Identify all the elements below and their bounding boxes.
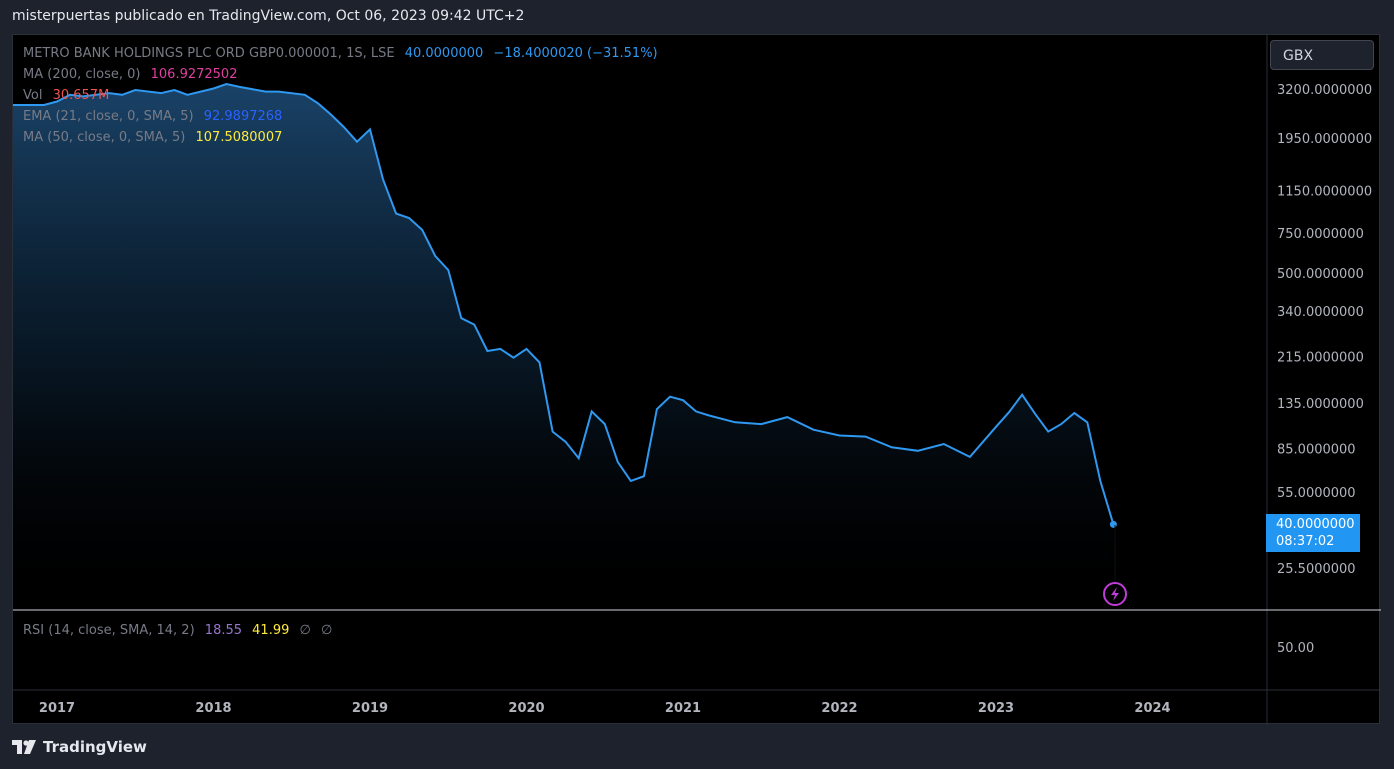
- last-price-value: 40.0000000: [1276, 517, 1355, 532]
- rsi-value: 18.55: [204, 623, 243, 638]
- rsi-null-1: ∅: [299, 623, 311, 638]
- currency-button[interactable]: GBX: [1270, 40, 1374, 70]
- legend-price: 40.0000000: [404, 46, 484, 61]
- legend-rsi-row: RSI (14, close, SMA, 14, 2) 18.55 41.99 …: [23, 623, 338, 638]
- bar-countdown: 08:37:02: [1276, 534, 1335, 549]
- rsi-axis[interactable]: 50.00: [1277, 641, 1314, 656]
- legend-ma50-row: MA (50, close, 0, SMA, 5) 107.5080007: [23, 130, 288, 145]
- year-tick-label: 2024: [1134, 701, 1170, 716]
- price-tick-label: 340.0000000: [1277, 305, 1364, 320]
- ema-label[interactable]: EMA (21, close, 0, SMA, 5): [23, 109, 194, 124]
- tradingview-logo-icon: [12, 740, 36, 754]
- legend-symbol-row: METRO BANK HOLDINGS PLC ORD GBP0.000001,…: [23, 46, 664, 61]
- symbol-name[interactable]: METRO BANK HOLDINGS PLC ORD GBP0.000001,…: [23, 46, 395, 61]
- price-tick-label: 85.0000000: [1277, 443, 1356, 458]
- price-line: [13, 82, 1115, 525]
- price-tick-label: 25.5000000: [1277, 562, 1356, 577]
- year-tick-label: 2018: [195, 701, 231, 716]
- legend-vol-row: Vol 30.657M: [23, 88, 115, 103]
- year-tick-label: 2019: [352, 701, 388, 716]
- ema-value: 92.9897268: [203, 109, 283, 124]
- year-tick-label: 2022: [821, 701, 857, 716]
- chart-panel[interactable]: 3200.0000000 1950.0000000 1150.0000000 750.…: [12, 34, 1381, 725]
- rsi-tick-label: 50.00: [1277, 641, 1314, 656]
- last-price-label: 40.0000000 08:37:02: [1266, 514, 1360, 552]
- time-axis[interactable]: 2017 2018 2019 2020 2021 2022 2023 2024: [39, 701, 1171, 716]
- lightning-icon[interactable]: [1103, 582, 1127, 606]
- year-tick-label: 2023: [978, 701, 1014, 716]
- legend-change: −18.4000020 (−31.51%): [493, 46, 658, 61]
- rsi-label[interactable]: RSI (14, close, SMA, 14, 2): [23, 623, 195, 638]
- vol-value: 30.657M: [52, 88, 110, 103]
- price-tick-label: 55.0000000: [1277, 486, 1356, 501]
- price-tick-label: 500.0000000: [1277, 267, 1364, 282]
- price-tick-label: 1950.0000000: [1277, 132, 1372, 147]
- price-tick-label: 750.0000000: [1277, 227, 1364, 242]
- chart-canvas[interactable]: 3200.0000000 1950.0000000 1150.0000000 750.…: [13, 35, 1381, 725]
- ma50-label[interactable]: MA (50, close, 0, SMA, 5): [23, 130, 186, 145]
- footer-brand: TradingView: [43, 738, 147, 756]
- year-tick-label: 2017: [39, 701, 75, 716]
- ma50-value: 107.5080007: [195, 130, 283, 145]
- price-axis[interactable]: 3200.0000000 1950.0000000 1150.0000000 750.…: [1277, 83, 1372, 577]
- legend-ma200-row: MA (200, close, 0) 106.9272502: [23, 67, 243, 82]
- rsi-ma-value: 41.99: [252, 623, 290, 638]
- price-tick-label: 3200.0000000: [1277, 83, 1372, 98]
- price-tick-label: 135.0000000: [1277, 397, 1364, 412]
- last-price-dot: [1109, 520, 1117, 528]
- price-tick-label: 215.0000000: [1277, 351, 1364, 366]
- year-tick-label: 2020: [508, 701, 544, 716]
- rsi-null-2: ∅: [320, 623, 333, 638]
- vol-label[interactable]: Vol: [23, 88, 43, 103]
- publish-header: misterpuertas publicado en TradingView.c…: [12, 8, 525, 24]
- price-area: [13, 84, 1114, 610]
- legend-ema-row: EMA (21, close, 0, SMA, 5) 92.9897268: [23, 109, 288, 124]
- price-tick-label: 1150.0000000: [1277, 184, 1372, 199]
- ma200-value: 106.9272502: [150, 67, 238, 82]
- ma200-label[interactable]: MA (200, close, 0): [23, 67, 141, 82]
- tradingview-footer[interactable]: TradingView: [12, 738, 147, 756]
- year-tick-label: 2021: [665, 701, 701, 716]
